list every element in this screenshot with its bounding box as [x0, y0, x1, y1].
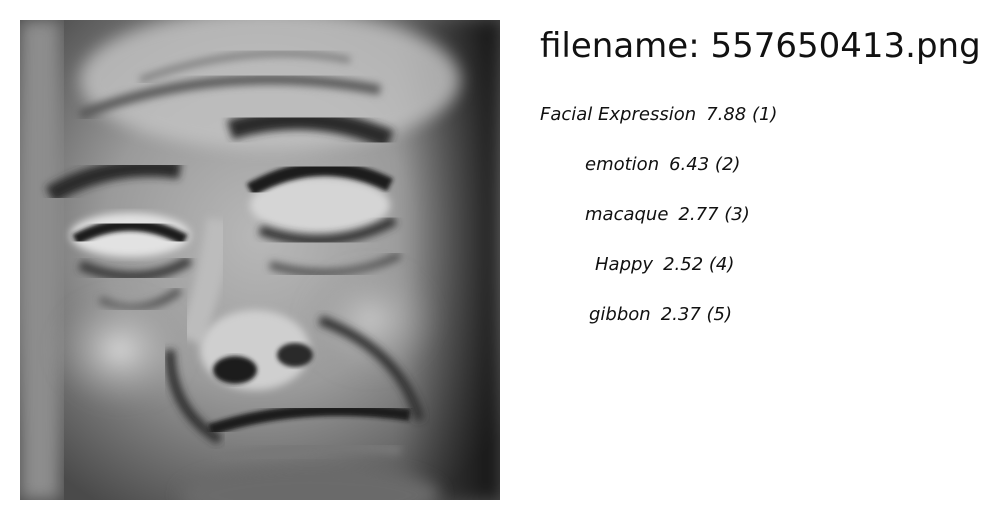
- label-score: 7.88: [706, 104, 747, 125]
- filename-prefix: filename:: [540, 26, 711, 66]
- filename-value: 557650413.png: [710, 26, 981, 66]
- label-rank: (3): [724, 204, 750, 225]
- label-rank: (4): [708, 254, 735, 275]
- filename-title: filename: 557650413.png: [540, 24, 981, 68]
- label-row-3: macaque 2.77 (3): [585, 203, 750, 227]
- label-name: Facial Expression: [540, 104, 697, 125]
- face-photo-drawing: [20, 20, 500, 500]
- face-photo: [20, 20, 500, 500]
- label-score: 2.77: [678, 204, 719, 225]
- label-name: emotion: [585, 154, 660, 175]
- label-name: Happy: [595, 254, 654, 275]
- label-name: gibbon: [589, 304, 651, 325]
- label-rank: (2): [714, 154, 741, 175]
- label-row-2: emotion 6.43 (2): [585, 153, 740, 177]
- label-row-5: gibbon 2.37 (5): [589, 303, 732, 327]
- label-name: macaque: [585, 204, 669, 225]
- label-rank: (5): [706, 304, 733, 325]
- label-rank: (1): [751, 104, 778, 125]
- label-row-4: Happy 2.52 (4): [595, 253, 734, 277]
- label-row-1: Facial Expression 7.88 (1): [540, 103, 777, 127]
- label-score: 2.37: [660, 304, 701, 325]
- label-score: 6.43: [669, 154, 710, 175]
- label-score: 2.52: [663, 254, 704, 275]
- label-list: Facial Expression 7.88 (1) emotion 6.43 (2…: [540, 0, 980, 520]
